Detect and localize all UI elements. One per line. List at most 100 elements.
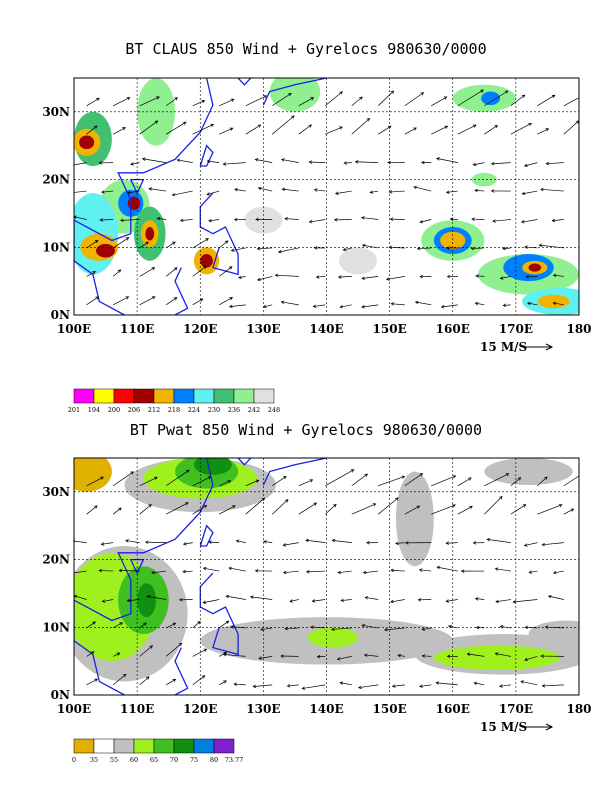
wind-arrow-head — [486, 537, 491, 542]
wind-arrow-head — [286, 684, 291, 688]
wind-arrow — [404, 92, 424, 107]
colorbar-label: 35 — [90, 756, 98, 764]
wind-arrow — [422, 627, 432, 630]
wind-arrow — [392, 684, 405, 687]
shaded-region — [395, 471, 434, 567]
wind-arrow-head — [173, 297, 178, 301]
wind-arrow-head — [201, 675, 206, 679]
wind-arrow — [283, 570, 299, 574]
wind-arrow-head — [445, 599, 450, 603]
wind-arrow-head — [366, 117, 371, 122]
wind-arrow — [260, 627, 273, 631]
wind-arrow — [520, 681, 538, 686]
plot-frame — [73, 77, 580, 316]
wind-arrow-head — [208, 218, 212, 223]
wind-arrow — [510, 123, 532, 135]
colorbar-label: 200 — [108, 406, 120, 414]
wind-arrow — [502, 247, 511, 250]
wind-arrow — [139, 96, 160, 107]
wind-arrow — [183, 542, 193, 545]
wind-arrow-head — [151, 570, 155, 575]
y-tick-label: 20N — [42, 173, 70, 187]
wind-arrow-head — [331, 627, 335, 631]
wind-arrow-head — [416, 246, 421, 251]
wind-arrow — [112, 652, 120, 657]
wind-arrow-head — [206, 159, 211, 164]
wind-arrow-head — [521, 191, 526, 196]
wind-arrow — [99, 570, 114, 572]
wind-arrow — [219, 652, 227, 657]
wind-arrow — [361, 304, 379, 308]
wind-arrow-head — [414, 300, 419, 305]
wind-arrow — [563, 475, 579, 487]
wind-arrow — [192, 265, 207, 277]
wind-arrow — [404, 127, 417, 135]
shaded-region — [193, 458, 232, 475]
wind-arrow-head — [383, 627, 388, 632]
wind-arrow — [120, 219, 140, 221]
wind-arrow-head — [235, 539, 240, 543]
wind-arrow — [306, 570, 326, 573]
wind-arrow — [316, 276, 326, 278]
wind-arrow-head — [541, 542, 546, 547]
wind-arrow — [285, 627, 299, 630]
wind-arrow — [446, 190, 458, 193]
wind-arrow — [343, 247, 352, 251]
wind-arrow-head — [445, 190, 450, 194]
wind-arrow-head — [118, 568, 123, 573]
wind-arrow — [475, 302, 485, 306]
colorbar-label: 242 — [248, 406, 260, 414]
wind-arrow — [86, 271, 96, 277]
wind-arrow — [500, 626, 511, 629]
wind-arrow — [74, 190, 87, 193]
wind-arrow-head — [512, 600, 517, 604]
wind-arrow-head — [364, 596, 369, 600]
wind-arrow-head — [452, 504, 456, 508]
wind-arrow — [335, 190, 352, 194]
wind-arrow — [74, 540, 87, 543]
chart1-title: BT CLAUS 850 Wind + Gyrelocs 980630/0000 — [125, 40, 487, 58]
x-tick-label: 160E — [436, 322, 470, 336]
wind-arrow-head — [119, 622, 123, 626]
wind-arrow-head — [475, 625, 480, 630]
wind-arrow — [309, 219, 326, 223]
wind-arrow-head — [122, 127, 126, 131]
wind-arrow-head — [280, 158, 285, 162]
wind-arrow-head — [125, 296, 130, 300]
wind-arrow — [287, 684, 299, 687]
wind-arrow-head — [350, 469, 355, 473]
wind-arrow — [192, 505, 207, 515]
wind-arrow-head — [172, 622, 177, 626]
shaded-region — [79, 135, 95, 150]
wind-arrow-head — [331, 538, 336, 543]
wind-arrow-head — [277, 249, 282, 254]
wind-arrow — [436, 158, 458, 163]
wind-arrow-head — [580, 95, 583, 98]
wind-arrow-head — [172, 241, 176, 245]
colorbar-label: 248 — [268, 406, 280, 414]
wind-arrow-head — [499, 625, 504, 629]
wind-arrow — [542, 684, 564, 687]
wind-arrow-head — [499, 495, 503, 500]
wind-arrow-head — [258, 656, 262, 660]
wind-arrow — [165, 241, 176, 249]
wind-arrow-head — [282, 543, 287, 547]
wind-arrow-head — [197, 620, 201, 625]
wind-arrow — [510, 504, 526, 515]
wind-arrow-head — [310, 97, 315, 101]
wind-arrow-head — [260, 627, 264, 632]
wind-arrow — [165, 121, 187, 135]
wind-arrow-head — [524, 163, 528, 168]
wind-arrow-head — [90, 651, 95, 655]
wind-arrow-head — [445, 541, 449, 545]
wind-arrow-head — [178, 598, 183, 602]
wind-arrow — [203, 599, 220, 604]
wind-arrow — [552, 219, 564, 222]
colorbar-swatch — [153, 738, 175, 754]
wind-arrow-head — [583, 471, 586, 474]
wind-arrow-head — [449, 217, 454, 221]
wind-arrow — [298, 124, 312, 135]
colorbar-label: 0 — [72, 756, 76, 764]
wind-arrow — [351, 118, 370, 135]
wind-arrow-head — [206, 192, 211, 196]
